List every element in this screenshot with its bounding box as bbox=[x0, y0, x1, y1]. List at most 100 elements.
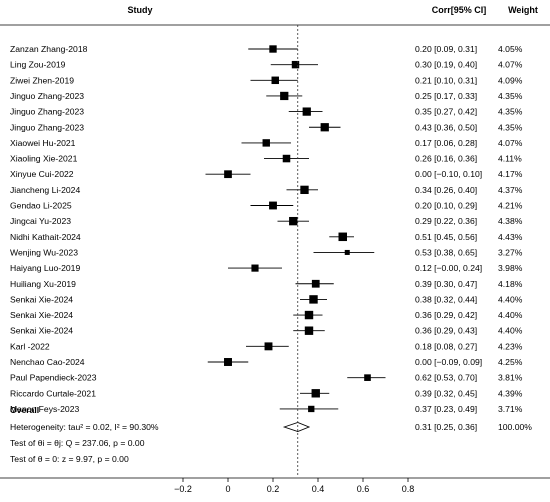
study-rows: Zanzan Zhang-2018 0.20 [0.09, 0.31] 4.05% L… bbox=[10, 44, 523, 414]
study-row: Nidhi Kathait-2024 0.51 [0.45, 0.56] 4.43% bbox=[10, 232, 523, 242]
overall-diamond bbox=[282, 422, 311, 432]
header-ci: Corr[95% CI] bbox=[432, 5, 487, 15]
study-ci-text: 0.62 [0.53, 0.70] bbox=[415, 373, 477, 383]
overall-label: Overall bbox=[10, 405, 39, 415]
estimate-marker bbox=[271, 76, 279, 85]
study-row: Gendao Li-2025 0.20 [0.10, 0.29] 4.21% bbox=[10, 201, 523, 211]
x-tick-label: 0 bbox=[225, 484, 230, 494]
study-row: Karl -2022 0.18 [0.08, 0.27] 4.23% bbox=[10, 341, 523, 351]
estimate-marker bbox=[311, 389, 320, 398]
estimate-marker bbox=[269, 45, 277, 53]
header-weight: Weight bbox=[508, 5, 538, 15]
x-tick-label: 0.4 bbox=[312, 484, 325, 494]
study-ci-text: 0.17 [0.06, 0.28] bbox=[415, 138, 477, 148]
study-label: Xinyue Cui-2022 bbox=[10, 169, 74, 179]
x-tick-label: 0.2 bbox=[267, 484, 280, 494]
study-label: Jiancheng Li-2024 bbox=[10, 185, 80, 195]
study-weight: 4.21% bbox=[498, 201, 523, 211]
study-ci-text: 0.20 [0.09, 0.31] bbox=[415, 44, 477, 54]
study-row: Jinguo Zhang-2023 0.43 [0.36, 0.50] 4.35% bbox=[10, 122, 523, 132]
study-label: Wenjing Wu-2023 bbox=[10, 247, 78, 257]
estimate-marker bbox=[291, 60, 300, 69]
study-row: Zanzan Zhang-2018 0.20 [0.09, 0.31] 4.05% bbox=[10, 44, 523, 54]
estimate-marker bbox=[304, 310, 314, 320]
estimate-marker bbox=[300, 185, 309, 195]
study-label: Jingcai Yu-2023 bbox=[10, 216, 71, 226]
study-label: Zanzan Zhang-2018 bbox=[10, 44, 88, 54]
study-weight: 4.35% bbox=[498, 122, 523, 132]
heterogeneity-stat: Heterogeneity: tau² = 0.02, I² = 90.30% bbox=[10, 422, 159, 432]
study-row: Nenchao Cao-2024 0.00 [−0.09, 0.09] 4.25% bbox=[10, 357, 523, 367]
study-label: Xiaoling Xie-2021 bbox=[10, 154, 78, 164]
study-row: Riccardo Curtale-2021 0.39 [0.32, 0.45] 4.… bbox=[10, 388, 523, 398]
study-weight: 4.17% bbox=[498, 169, 523, 179]
estimate-marker bbox=[308, 405, 315, 413]
x-tick-label: 0.6 bbox=[357, 484, 370, 494]
study-row: Wenjing Wu-2023 0.53 [0.38, 0.65] 3.27% bbox=[10, 247, 523, 257]
study-label: Nenchao Cao-2024 bbox=[10, 357, 85, 367]
study-label: Ziwei Zhen-2019 bbox=[10, 75, 74, 85]
overall-row: Overall 0.31 [0.25, 0.36] 100.00% bbox=[10, 25, 532, 475]
study-row: Jinguo Zhang-2023 0.35 [0.27, 0.42] 4.35% bbox=[10, 107, 523, 117]
estimate-marker bbox=[309, 295, 318, 304]
overall-ci-text: 0.31 [0.25, 0.36] bbox=[415, 422, 477, 432]
study-weight: 3.71% bbox=[498, 404, 523, 414]
study-weight: 4.23% bbox=[498, 341, 523, 351]
study-row: Senkai Xie-2024 0.36 [0.29, 0.43] 4.40% bbox=[10, 326, 523, 336]
study-ci-text: 0.39 [0.30, 0.47] bbox=[415, 279, 477, 289]
overall-weight: 100.00% bbox=[498, 422, 532, 432]
study-row: Senkai Xie-2024 0.36 [0.29, 0.42] 4.40% bbox=[10, 310, 523, 320]
study-weight: 4.05% bbox=[498, 44, 523, 54]
study-row: Haiyang Luo-2019 0.12 [−0.00, 0.24] 3.98% bbox=[10, 263, 523, 273]
study-ci-text: 0.37 [0.23, 0.49] bbox=[415, 404, 477, 414]
study-ci-text: 0.26 [0.16, 0.36] bbox=[415, 154, 477, 164]
study-weight: 4.11% bbox=[498, 154, 522, 164]
study-ci-text: 0.21 [0.10, 0.31] bbox=[415, 75, 477, 85]
study-ci-text: 0.18 [0.08, 0.27] bbox=[415, 341, 477, 351]
study-label: Gendao Li-2025 bbox=[10, 201, 72, 211]
study-label: Jinguo Zhang-2023 bbox=[10, 122, 84, 132]
study-ci-text: 0.35 [0.27, 0.42] bbox=[415, 107, 477, 117]
estimate-marker bbox=[224, 170, 232, 179]
estimate-marker bbox=[269, 201, 277, 210]
study-weight: 4.40% bbox=[498, 310, 523, 320]
study-label: Jinguo Zhang-2023 bbox=[10, 91, 84, 101]
study-ci-text: 0.39 [0.32, 0.45] bbox=[415, 388, 477, 398]
study-ci-text: 0.51 [0.45, 0.56] bbox=[415, 232, 477, 242]
study-label: Huiliang Xu-2019 bbox=[10, 279, 76, 289]
study-label: Ling Zou-2019 bbox=[10, 60, 66, 70]
study-label: Senkai Xie-2024 bbox=[10, 310, 73, 320]
estimate-marker bbox=[304, 326, 314, 335]
study-ci-text: 0.43 [0.36, 0.50] bbox=[415, 122, 477, 132]
study-row: Huiliang Xu-2019 0.39 [0.30, 0.47] 4.18% bbox=[10, 279, 523, 289]
study-weight: 4.35% bbox=[498, 107, 523, 117]
study-weight: 4.43% bbox=[498, 232, 523, 242]
study-ci-text: 0.30 [0.19, 0.40] bbox=[415, 60, 477, 70]
estimate-marker bbox=[320, 123, 329, 132]
study-weight: 4.18% bbox=[498, 279, 523, 289]
study-label: Karl -2022 bbox=[10, 341, 50, 351]
study-label: Senkai Xie-2024 bbox=[10, 326, 73, 336]
study-ci-text: 0.53 [0.38, 0.65] bbox=[415, 247, 477, 257]
study-weight: 4.38% bbox=[498, 216, 523, 226]
study-weight: 3.98% bbox=[498, 263, 523, 273]
study-row: Xinyue Cui-2022 0.00 [−0.10, 0.10] 4.17% bbox=[10, 169, 523, 179]
study-ci-text: 0.20 [0.10, 0.29] bbox=[415, 201, 477, 211]
study-row: Ling Zou-2019 0.30 [0.19, 0.40] 4.07% bbox=[10, 60, 523, 70]
q-test-stat: Test of θi = θj: Q = 237.06, p = 0.00 bbox=[10, 438, 145, 448]
x-tick-label: −0.2 bbox=[174, 484, 192, 494]
study-row: Paul Papendieck-2023 0.62 [0.53, 0.70] 3.8… bbox=[10, 373, 523, 383]
study-ci-text: 0.36 [0.29, 0.42] bbox=[415, 310, 477, 320]
estimate-marker bbox=[280, 91, 289, 101]
study-ci-text: 0.38 [0.32, 0.44] bbox=[415, 294, 477, 304]
study-weight: 4.37% bbox=[498, 185, 523, 195]
study-weight: 4.07% bbox=[498, 60, 523, 70]
statistics: Heterogeneity: tau² = 0.02, I² = 90.30% … bbox=[10, 422, 159, 464]
study-weight: 4.39% bbox=[498, 388, 523, 398]
study-row: Xiaowei Hu-2021 0.17 [0.06, 0.28] 4.07% bbox=[10, 138, 523, 148]
estimate-marker bbox=[264, 342, 273, 351]
estimate-marker bbox=[344, 249, 350, 255]
study-ci-text: 0.00 [−0.10, 0.10] bbox=[415, 169, 482, 179]
study-weight: 3.27% bbox=[498, 247, 523, 257]
